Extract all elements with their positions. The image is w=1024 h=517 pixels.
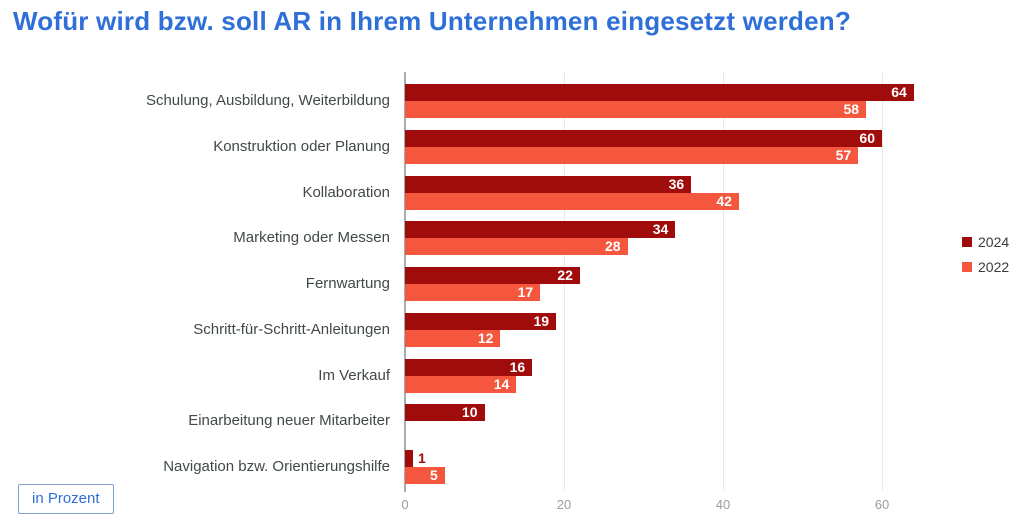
category-label: Im Verkauf bbox=[318, 366, 390, 384]
bar-2024 bbox=[405, 450, 413, 467]
value-label-2024: 22 bbox=[557, 267, 573, 283]
legend: 2024 2022 bbox=[962, 233, 1009, 283]
legend-label-2022: 2022 bbox=[978, 258, 1010, 275]
bar-2024 bbox=[405, 404, 485, 422]
value-label-2022: 14 bbox=[493, 375, 510, 392]
x-tick-label-20: 20 bbox=[556, 497, 572, 512]
value-label-2022: 12 bbox=[477, 329, 494, 346]
value-label-2022: 57 bbox=[835, 146, 852, 163]
category-label: Schritt-für-Schritt-Anleitungen bbox=[193, 320, 390, 338]
x-tick-label-60: 60 bbox=[874, 497, 890, 512]
value-label-2024: 36 bbox=[668, 175, 685, 192]
bar-2024 bbox=[405, 175, 692, 193]
legend-item-2022: 2022 bbox=[962, 258, 1009, 275]
category-label: Fernwartung bbox=[305, 275, 390, 292]
category-label: Schulung, Ausbildung, Weiterbildung bbox=[145, 92, 390, 109]
bar-2022 bbox=[405, 101, 867, 118]
value-label-2024: 1 bbox=[417, 450, 426, 466]
bar-2022 bbox=[405, 192, 739, 210]
category-label: Konstruktion oder Planung bbox=[213, 137, 390, 155]
bar-2022 bbox=[405, 146, 859, 164]
bar-2024 bbox=[405, 312, 557, 330]
value-label-2022: 17 bbox=[517, 284, 534, 300]
value-label-2024: 19 bbox=[533, 312, 550, 329]
value-label-2022: 28 bbox=[605, 238, 621, 255]
category-label: Navigation bzw. Orientierungshilfe bbox=[163, 458, 390, 475]
x-tick-label-40: 40 bbox=[715, 497, 731, 512]
value-label-2022: 5 bbox=[429, 467, 438, 483]
value-label-2024: 60 bbox=[859, 129, 875, 146]
bar-2022 bbox=[405, 238, 628, 256]
bar-2022 bbox=[405, 467, 445, 484]
value-label-2024: 16 bbox=[509, 358, 526, 375]
bar-2024 bbox=[405, 221, 676, 239]
legend-swatch-2024 bbox=[962, 236, 972, 247]
bar-2024 bbox=[405, 267, 580, 284]
category-label: Marketing oder Messen bbox=[233, 229, 390, 247]
bar-2022 bbox=[405, 329, 501, 347]
value-label-2022: 58 bbox=[843, 101, 860, 117]
bar-2022 bbox=[405, 375, 517, 393]
bar-2024 bbox=[405, 358, 533, 376]
category-label: Kollaboration bbox=[302, 183, 390, 201]
legend-item-2024: 2024 bbox=[962, 233, 1009, 250]
legend-swatch-2022 bbox=[962, 261, 972, 272]
category-label: Einarbeitung neuer Mitarbeiter bbox=[188, 412, 390, 430]
gridline-60 bbox=[882, 72, 883, 490]
bar-2024 bbox=[405, 84, 914, 101]
value-label-2022: 42 bbox=[716, 192, 732, 209]
bar-2022 bbox=[405, 284, 541, 301]
value-label-2024: 64 bbox=[891, 84, 907, 100]
gridline-40 bbox=[723, 72, 724, 490]
bar-2024 bbox=[405, 129, 882, 147]
unit-label-box: in Prozent bbox=[18, 484, 114, 514]
chart-title: Wofür wird bzw. soll AR in Ihrem Unterne… bbox=[13, 6, 851, 36]
value-label-2024: 34 bbox=[652, 221, 669, 238]
x-tick-label-0: 0 bbox=[401, 497, 409, 512]
legend-label-2024: 2024 bbox=[978, 233, 1010, 250]
value-label-2024: 10 bbox=[461, 404, 478, 421]
